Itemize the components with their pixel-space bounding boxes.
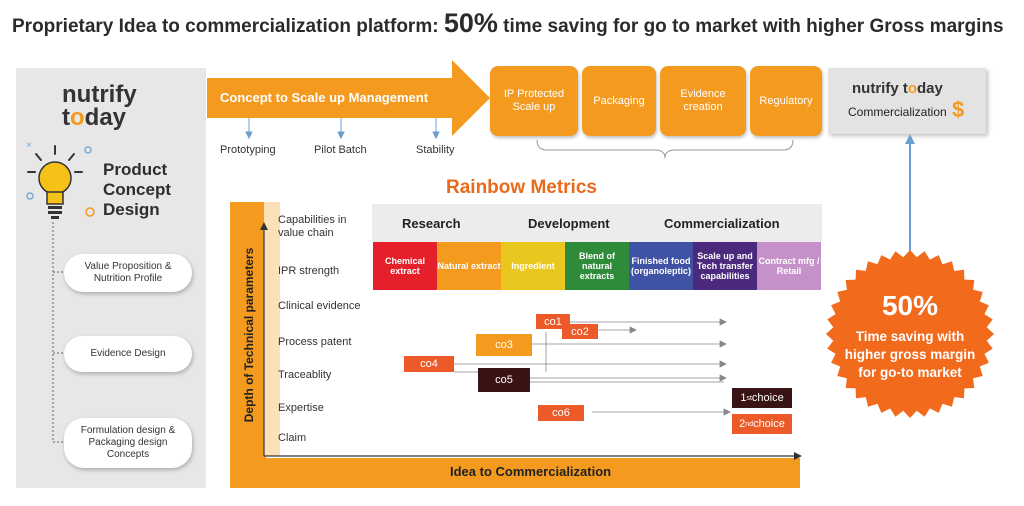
svg-text:×: × — [26, 140, 32, 151]
connector-lines — [52, 222, 66, 443]
co2-box: co2 — [562, 324, 598, 339]
band-0: Chemical extract — [373, 242, 437, 290]
x-axis-bar — [230, 458, 800, 488]
prototyping-label: Prototyping — [220, 144, 276, 156]
value-proposition-item: Value Proposition & Nutrition Profile — [64, 254, 192, 292]
dollar-icon: $ — [952, 97, 965, 122]
row-ipr: IPR strength — [278, 265, 340, 277]
stage-packaging: Packaging — [582, 66, 656, 136]
up-arrow — [905, 134, 915, 252]
x-axis-label: Idea to Commercialization — [450, 464, 612, 479]
nutrify-logo-small: nutrify today — [852, 80, 943, 97]
badge-text: Time saving with higher gross margin for… — [844, 329, 976, 380]
scale-up-arrow — [207, 60, 490, 136]
band-5: Scale up and Tech transfer capabilities — [693, 242, 757, 290]
header-bg — [372, 204, 822, 242]
band-6: Contract mfg / Retail — [757, 242, 821, 290]
product-concept-heading: Product Concept Design — [103, 160, 171, 219]
band-1: Natural extract — [437, 242, 501, 290]
rainbow-bands: Chemical extract Natural extract Ingredien… — [373, 242, 821, 290]
co3-box: co3 — [476, 334, 532, 356]
rainbow-metrics-title: Rainbow Metrics — [446, 177, 597, 198]
row-capabilities: Capabilities in value chain — [278, 214, 347, 239]
title-text: Proprietary Idea to commercialization pl… — [12, 16, 444, 37]
row-traceability: Traceablity — [278, 369, 332, 381]
stage-evidence-creation: Evidence creation — [660, 66, 746, 136]
y-axis-bar — [230, 202, 266, 486]
formulation-design-item: Formulation design & Packaging design Co… — [64, 418, 192, 468]
commercialization-label: Commercialization — [848, 105, 947, 119]
fifty-percent-badge — [826, 250, 994, 418]
band-3: Blend of natural extracts — [565, 242, 629, 290]
matrix-lines — [260, 222, 802, 460]
row-claim: Claim — [278, 432, 307, 444]
band-2: Ingredient — [501, 242, 565, 290]
band-4: Finished food (organoleptic) — [629, 242, 693, 290]
badge-percent: 50% — [881, 290, 939, 321]
header-research: Research — [402, 216, 461, 231]
evidence-design-item: Evidence Design — [64, 336, 192, 372]
pilot-batch-label: Pilot Batch — [314, 144, 367, 156]
co4-box: co4 — [404, 356, 454, 372]
lightbulb-icon: × — [26, 140, 95, 219]
header-commercialization: Commercialization — [664, 216, 780, 231]
commercialization-box — [828, 68, 986, 134]
stage-ip-protected: IP Protected Scale up — [490, 66, 578, 136]
co6-box: co6 — [538, 405, 584, 421]
y-axis-inner — [264, 202, 280, 456]
row-expertise: Expertise — [278, 402, 324, 414]
stability-label: Stability — [416, 144, 455, 156]
page-title: Proprietary Idea to commercialization pl… — [12, 8, 1004, 39]
arrow-label: Concept to Scale up Management — [220, 90, 429, 105]
row-clinical: Clinical evidence — [278, 300, 361, 312]
header-development: Development — [528, 216, 610, 231]
nutrify-logo: nutrify today — [62, 81, 137, 131]
stages-brace — [536, 139, 794, 159]
sub-step-arrows — [245, 118, 440, 140]
title-text-end: time saving for go to market with higher… — [497, 16, 1004, 37]
co1-box: co1 — [536, 314, 570, 329]
stage-regulatory: Regulatory — [750, 66, 822, 136]
y-axis-label: Depth of Technical parameters — [242, 247, 256, 423]
co5-box: co5 — [478, 368, 530, 392]
title-highlight: 50% — [443, 8, 498, 38]
row-process: Process patent — [278, 336, 352, 348]
